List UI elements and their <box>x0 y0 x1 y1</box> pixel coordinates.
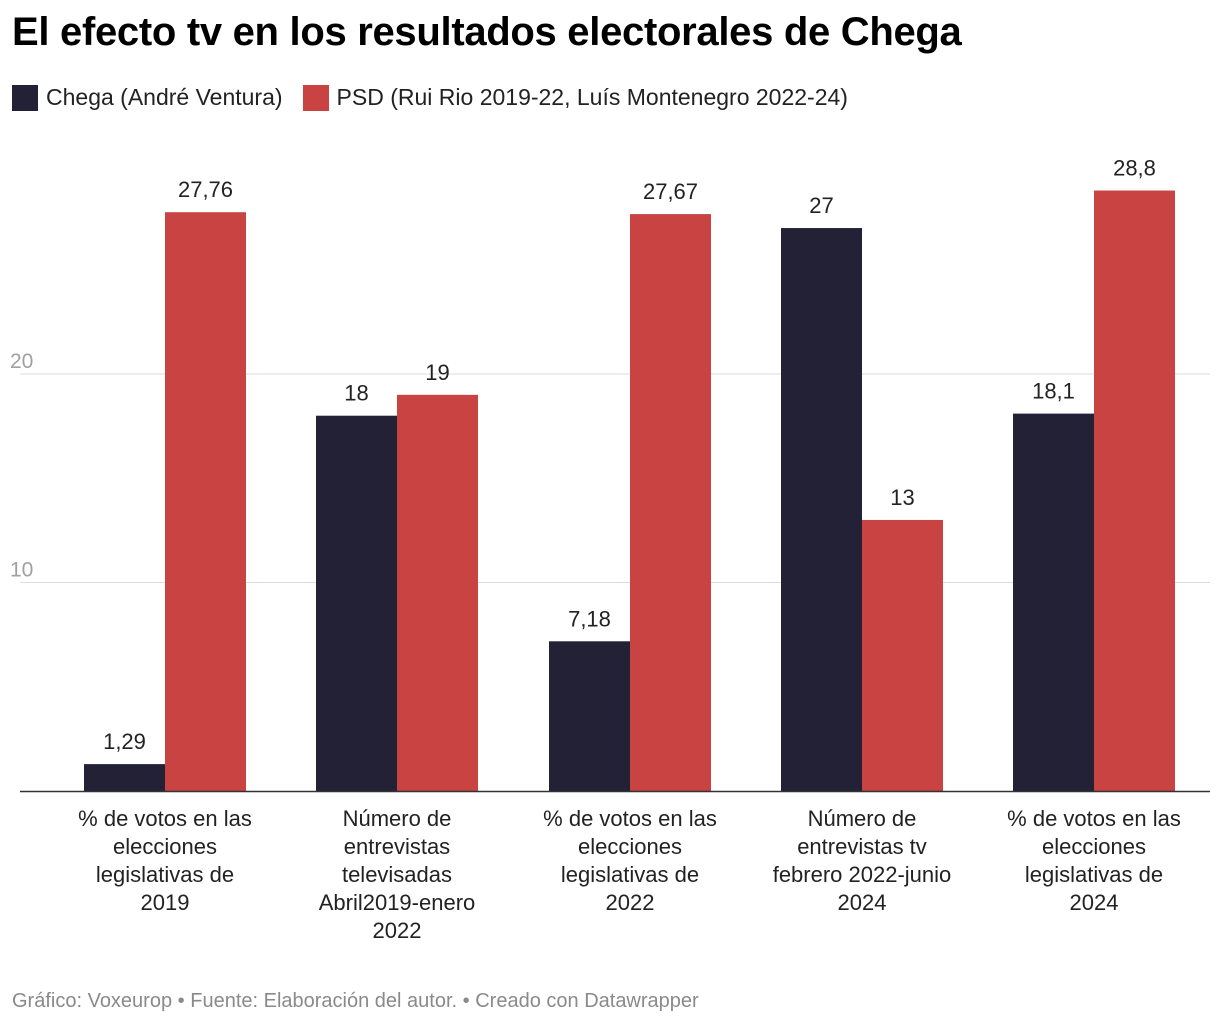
bar-series0-cat2 <box>549 641 630 791</box>
legend-item-psd: PSD (Rui Rio 2019-22, Luís Montenegro 20… <box>302 84 848 111</box>
value-label-series1-cat4: 28,8 <box>1113 156 1156 181</box>
footer: Gráfico: Voxeurop • Fuente: Elaboración … <box>12 990 699 1013</box>
x-category-label-1: Número de entrevistas televisadas Abril2019… <box>319 806 476 943</box>
x-category-label-2-line-1: elecciones <box>578 834 682 859</box>
x-category-label-3-line-0: Número de <box>808 806 917 831</box>
x-category-label-4: % de votos en las elecciones legislativas … <box>1007 806 1181 915</box>
footer-source: Fuente: Elaboración del autor. <box>190 990 458 1012</box>
y-tick-label-20: 20 <box>10 350 33 373</box>
footer-tool: Creado con Datawrapper <box>475 990 699 1012</box>
x-category-label-0-line-0: % de votos en las <box>78 806 252 831</box>
x-category-label-1-line-0: Número de <box>343 806 452 831</box>
x-category-label-1-line-2: televisadas <box>342 862 452 887</box>
bar-series0-cat3 <box>781 228 862 792</box>
value-label-series1-cat0: 27,76 <box>178 177 233 202</box>
value-label-series0-cat0: 1,29 <box>103 729 146 754</box>
bar-series1-cat4 <box>1094 190 1175 791</box>
legend-swatch-chega <box>12 84 38 111</box>
bar-chart: 10 20 1,29 18 7,18 27 18,1 27,76 19 27,67 13 28,8 % … <box>10 156 1210 943</box>
value-label-series0-cat2: 7,18 <box>568 606 611 631</box>
footer-separator-2: • <box>462 990 470 1012</box>
y-tick-label-10: 10 <box>10 559 33 582</box>
bar-series0-cat1 <box>316 415 397 791</box>
legend-label-chega: Chega (André Ventura) <box>46 84 283 110</box>
x-category-label-3-line-2: febrero 2022-junio <box>773 862 952 887</box>
x-category-label-4-line-0: % de votos en las <box>1007 806 1181 831</box>
bar-series1-cat0 <box>165 212 246 792</box>
value-label-series1-cat3: 13 <box>890 485 914 510</box>
x-category-label-3-line-3: 2024 <box>838 890 887 915</box>
x-category-label-0: % de votos en las elecciones legislativas … <box>78 806 252 915</box>
x-category-label-2-line-2: legislativas de <box>561 862 699 887</box>
value-label-series0-cat1: 18 <box>344 381 368 406</box>
x-category-label-3: Número de entrevistas tv febrero 2022-juni… <box>773 806 952 915</box>
x-category-label-2-line-3: 2022 <box>606 890 655 915</box>
x-category-label-4-line-1: elecciones <box>1042 834 1146 859</box>
x-category-label-1-line-1: entrevistas <box>344 834 450 859</box>
chart-title: El efecto tv en los resultados electoral… <box>12 10 962 54</box>
bar-series1-cat1 <box>397 394 478 791</box>
x-category-label-0-line-3: 2019 <box>141 890 190 915</box>
legend-item-chega: Chega (André Ventura) <box>12 84 283 111</box>
legend-label-psd: PSD (Rui Rio 2019-22, Luís Montenegro 20… <box>336 84 848 110</box>
legend: Chega (André Ventura) PSD (Rui Rio 2019-… <box>12 84 868 111</box>
value-label-series0-cat3: 27 <box>809 193 833 218</box>
bar-series1-cat2 <box>630 214 711 791</box>
x-category-label-3-line-1: entrevistas tv <box>797 834 927 859</box>
x-category-label-2-line-0: % de votos en las <box>543 806 717 831</box>
value-label-series0-cat4: 18,1 <box>1032 379 1075 404</box>
x-category-label-4-line-2: legislativas de <box>1025 862 1163 887</box>
x-category-label-0-line-1: elecciones <box>113 834 217 859</box>
footer-separator-1: • <box>177 990 185 1012</box>
x-category-label-0-line-2: legislativas de <box>96 862 234 887</box>
value-label-series1-cat1: 19 <box>425 360 449 385</box>
x-category-label-1-line-3: Abril2019-enero <box>319 890 476 915</box>
value-label-series1-cat2: 27,67 <box>643 179 698 204</box>
x-category-label-4-line-3: 2024 <box>1070 890 1119 915</box>
bar-series1-cat3 <box>862 519 943 791</box>
x-category-label-2: % de votos en las elecciones legislativas … <box>543 806 717 915</box>
footer-credit: Gráfico: Voxeurop <box>12 990 173 1012</box>
bar-series0-cat0 <box>84 764 165 791</box>
x-category-label-1-line-4: 2022 <box>373 918 422 943</box>
bar-series0-cat4 <box>1013 413 1094 791</box>
legend-swatch-psd <box>302 84 329 111</box>
